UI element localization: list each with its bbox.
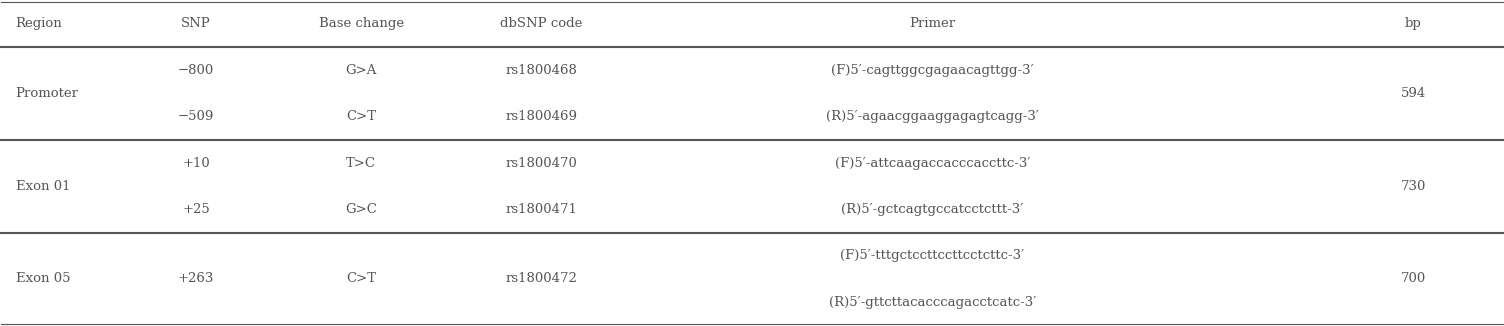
Text: (R)5′-gctcagtgccatcctcttt-3′: (R)5′-gctcagtgccatcctcttt-3′ bbox=[841, 203, 1023, 216]
Text: G>A: G>A bbox=[346, 64, 378, 77]
Text: Promoter: Promoter bbox=[15, 87, 78, 100]
Text: (F)5′-tttgctccttccttcctcttc-3′: (F)5′-tttgctccttccttcctcttc-3′ bbox=[841, 249, 1024, 262]
Text: rs1800469: rs1800469 bbox=[505, 110, 578, 123]
Text: SNP: SNP bbox=[180, 17, 211, 30]
Text: −509: −509 bbox=[177, 110, 214, 123]
Text: −800: −800 bbox=[177, 64, 214, 77]
Text: bp: bp bbox=[1405, 17, 1421, 30]
Text: (F)5′-attcaagaccacccaccttc-3′: (F)5′-attcaagaccacccaccttc-3′ bbox=[835, 156, 1030, 170]
Text: +263: +263 bbox=[177, 273, 214, 286]
Text: 594: 594 bbox=[1400, 87, 1426, 100]
Text: Base change: Base change bbox=[319, 17, 405, 30]
Text: +25: +25 bbox=[182, 203, 211, 216]
Text: rs1800468: rs1800468 bbox=[505, 64, 578, 77]
Text: C>T: C>T bbox=[346, 273, 376, 286]
Text: +10: +10 bbox=[182, 156, 211, 170]
Text: Region: Region bbox=[15, 17, 63, 30]
Text: rs1800472: rs1800472 bbox=[505, 273, 578, 286]
Text: 700: 700 bbox=[1400, 273, 1426, 286]
Text: (R)5′-gttcttacacccagacctcatc-3′: (R)5′-gttcttacacccagacctcatc-3′ bbox=[829, 296, 1036, 309]
Text: rs1800470: rs1800470 bbox=[505, 156, 578, 170]
Text: Primer: Primer bbox=[910, 17, 955, 30]
Text: G>C: G>C bbox=[346, 203, 378, 216]
Text: C>T: C>T bbox=[346, 110, 376, 123]
Text: Exon 01: Exon 01 bbox=[15, 180, 71, 193]
Text: rs1800471: rs1800471 bbox=[505, 203, 578, 216]
Text: (F)5′-cagttggcgagaacagttgg-3′: (F)5′-cagttggcgagaacagttgg-3′ bbox=[832, 64, 1033, 77]
Text: Exon 05: Exon 05 bbox=[15, 273, 71, 286]
Text: (R)5′-agaacggaaggagagtcagg-3′: (R)5′-agaacggaaggagagtcagg-3′ bbox=[826, 110, 1039, 123]
Text: dbSNP code: dbSNP code bbox=[501, 17, 584, 30]
Text: 730: 730 bbox=[1400, 180, 1426, 193]
Text: T>C: T>C bbox=[346, 156, 376, 170]
